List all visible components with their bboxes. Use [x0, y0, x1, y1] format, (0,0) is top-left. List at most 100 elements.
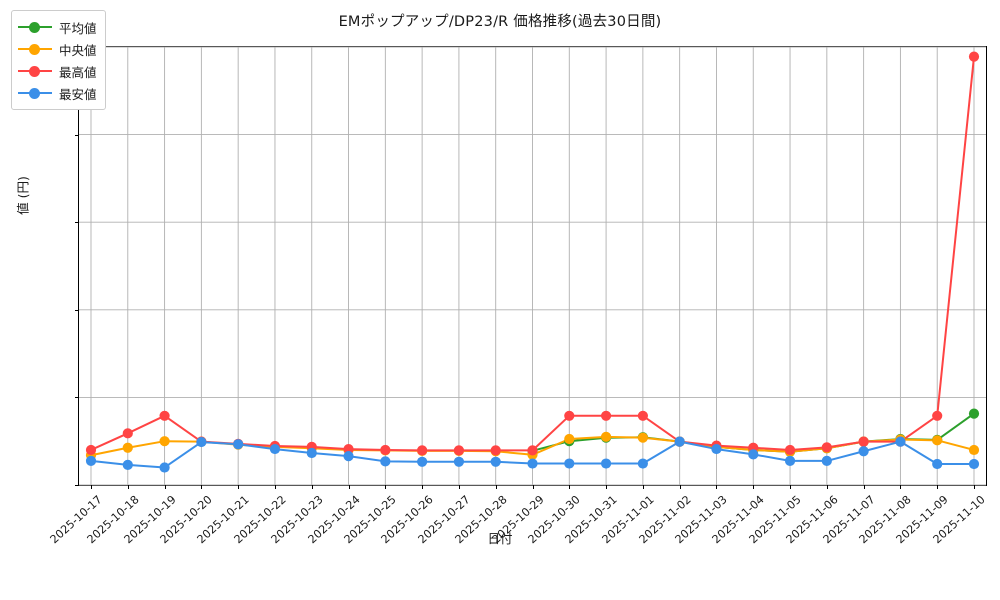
- data-point: [858, 436, 869, 447]
- data-point: [122, 442, 133, 453]
- data-point: [821, 442, 832, 453]
- x-tick-mark: [238, 485, 240, 490]
- x-tick-mark: [348, 485, 350, 490]
- chart-title: EMポップアップ/DP23/R 価格推移(過去30日間): [338, 14, 662, 30]
- data-point: [858, 446, 869, 457]
- data-point: [306, 447, 317, 459]
- legend-label: 最安値: [59, 86, 97, 102]
- data-point: [527, 445, 538, 456]
- legend-item-3: 最安値: [18, 82, 97, 104]
- data-point: [490, 445, 501, 456]
- x-tick-mark: [164, 485, 166, 490]
- data-point: [85, 455, 97, 467]
- y-axis-label: 値 (円): [15, 176, 31, 215]
- data-point: [600, 431, 612, 442]
- data-point: [417, 445, 428, 456]
- data-point: [784, 444, 796, 456]
- x-tick-mark: [937, 485, 939, 490]
- data-point: [122, 428, 133, 439]
- x-tick-mark: [974, 485, 975, 490]
- data-point: [564, 410, 575, 421]
- x-tick-mark: [569, 485, 571, 490]
- y-tick-mark: [74, 222, 79, 224]
- y-tick-mark: [74, 485, 79, 486]
- grid-lines: [79, 46, 986, 486]
- data-point: [968, 458, 980, 470]
- data-point: [784, 455, 796, 467]
- data-point: [85, 444, 97, 456]
- data-point: [269, 443, 281, 455]
- x-tick-mark: [606, 485, 608, 490]
- chart-legend: 平均値中央値最高値最安値: [11, 10, 106, 110]
- data-point: [674, 436, 685, 447]
- data-point: [968, 444, 980, 456]
- legend-label: 平均値: [59, 20, 97, 36]
- data-point: [196, 436, 207, 448]
- x-tick-mark: [274, 485, 276, 490]
- x-tick-mark: [826, 485, 828, 490]
- data-point: [380, 456, 391, 467]
- legend-item-2: 最高値: [18, 60, 97, 82]
- data-point: [600, 410, 612, 421]
- x-tick-mark: [385, 485, 387, 490]
- x-axis-label: 日付: [487, 531, 513, 546]
- data-point: [122, 459, 133, 470]
- data-point: [527, 458, 538, 469]
- data-point: [417, 456, 428, 467]
- x-tick-mark: [863, 485, 865, 490]
- legend-label: 中央値: [59, 42, 97, 58]
- y-tick-mark: [74, 134, 79, 136]
- data-point: [343, 443, 354, 455]
- data-point: [711, 443, 722, 455]
- x-tick-mark: [201, 485, 203, 490]
- x-tick-mark: [458, 485, 460, 490]
- data-point: [748, 449, 759, 460]
- data-point: [932, 458, 943, 470]
- data-point: [932, 435, 943, 446]
- plot-area: 02004006008001000 2025-10-172025-10-1820…: [48, 46, 988, 546]
- x-tick-mark: [422, 485, 424, 490]
- x-tick-mark: [127, 485, 129, 490]
- data-point: [453, 456, 465, 467]
- legend-swatch-icon: [18, 42, 52, 56]
- x-tick-mark: [753, 485, 755, 490]
- data-point: [453, 445, 465, 456]
- x-tick-mark: [900, 485, 902, 490]
- x-tick-mark: [311, 485, 313, 490]
- data-point: [159, 410, 170, 421]
- x-tick-mark: [716, 485, 718, 490]
- data-point: [490, 456, 501, 467]
- data-point: [343, 450, 354, 462]
- data-point: [159, 462, 170, 473]
- data-point: [637, 432, 648, 443]
- data-point: [564, 433, 575, 445]
- data-point: [600, 458, 612, 469]
- x-tick-mark: [790, 485, 792, 490]
- data-point: [380, 444, 391, 456]
- legend-swatch-icon: [18, 64, 52, 78]
- x-tick-mark: [679, 485, 681, 490]
- legend-item-0: 平均値: [18, 16, 97, 38]
- x-tick-mark: [642, 485, 644, 490]
- data-point: [932, 410, 943, 421]
- legend-swatch-icon: [18, 20, 52, 34]
- series-line-2: [90, 55, 975, 452]
- x-tick-mark: [91, 485, 92, 490]
- y-tick-mark: [74, 397, 79, 399]
- data-point: [968, 408, 980, 419]
- data-point: [564, 458, 575, 469]
- data-point: [637, 458, 648, 469]
- x-tick-mark: [532, 485, 534, 490]
- data-point: [637, 410, 648, 421]
- data-point: [233, 439, 244, 450]
- data-series-layer: [85, 51, 980, 473]
- y-tick-mark: [74, 309, 79, 311]
- x-tick-mark: [495, 485, 497, 490]
- data-point: [821, 455, 832, 467]
- data-point: [159, 436, 170, 447]
- data-point: [968, 51, 980, 62]
- legend-item-1: 中央値: [18, 38, 97, 60]
- legend-label: 最高値: [59, 64, 97, 80]
- data-point: [895, 436, 906, 447]
